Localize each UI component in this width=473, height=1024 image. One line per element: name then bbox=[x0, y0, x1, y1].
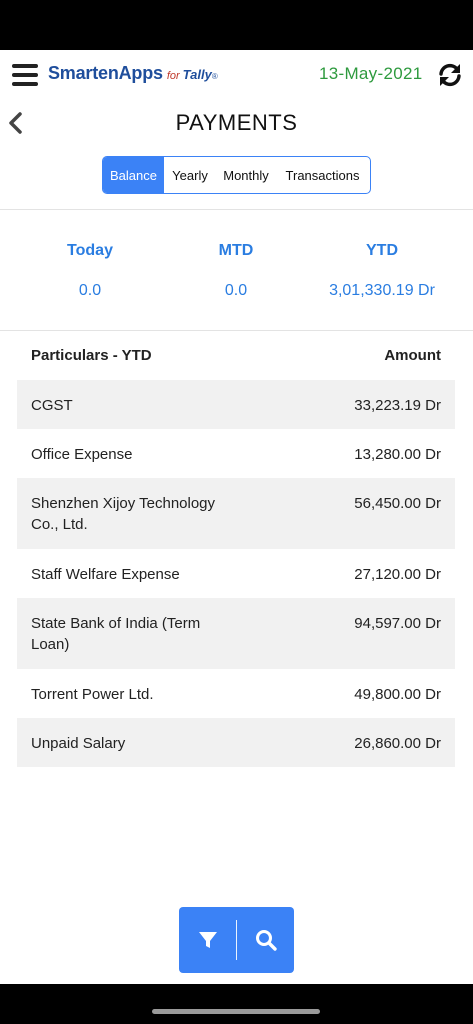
summary-ytd-label: YTD bbox=[366, 242, 398, 259]
row-amount: 33,223.19 Dr bbox=[354, 397, 441, 414]
summary-mtd-value: 0.0 bbox=[224, 282, 248, 299]
home-indicator[interactable] bbox=[152, 1009, 320, 1014]
row-particular: Unpaid Salary bbox=[31, 735, 126, 752]
refresh-icon[interactable] bbox=[436, 61, 464, 89]
row-particular: Shenzhen Xijoy Technology Co., Ltd. bbox=[31, 495, 216, 533]
row-particular: Torrent Power Ltd. bbox=[31, 686, 154, 703]
table-row[interactable]: Office Expense 13,280.00 Dr bbox=[17, 429, 455, 478]
table-row[interactable]: Shenzhen Xijoy Technology Co., Ltd. 56,4… bbox=[17, 478, 455, 549]
table-row[interactable]: CGST 33,223.19 Dr bbox=[17, 380, 455, 429]
summary-ytd: YTD 3,01,330.19 Dr bbox=[307, 230, 457, 300]
summary-mtd-label: MTD bbox=[218, 242, 254, 259]
table-row[interactable]: Unpaid Salary 26,860.00 Dr bbox=[17, 718, 455, 767]
payments-table: Particulars - YTD Amount CGST 33,223.19 … bbox=[17, 333, 455, 767]
logo-brand: SmartenApps bbox=[48, 63, 163, 83]
hamburger-icon[interactable] bbox=[12, 64, 38, 86]
row-amount: 13,280.00 Dr bbox=[354, 446, 441, 463]
summary-today-label: Today bbox=[67, 242, 113, 259]
system-nav-bar bbox=[0, 984, 473, 1024]
title-row: PAYMENTS bbox=[0, 100, 473, 148]
row-particular: CGST bbox=[31, 397, 73, 414]
summary-today: Today 0.0 bbox=[15, 230, 165, 300]
tab-monthly[interactable]: Monthly bbox=[223, 167, 269, 183]
app-bar: SmartenApps for Tally ® 13-May-2021 bbox=[0, 50, 473, 100]
divider bbox=[0, 330, 473, 331]
logo-tally: Tally bbox=[182, 67, 212, 82]
summary-panel: Today 0.0 MTD 0.0 YTD 3,01,330.19 Dr bbox=[0, 230, 473, 320]
row-amount: 27,120.00 Dr bbox=[354, 566, 441, 583]
logo-registered-mark: ® bbox=[211, 72, 218, 81]
tab-transactions[interactable]: Transactions bbox=[285, 167, 360, 183]
row-amount: 94,597.00 Dr bbox=[354, 615, 441, 632]
page-title: PAYMENTS bbox=[175, 110, 298, 135]
view-tabs: Balance Yearly Monthly Transactions bbox=[102, 156, 371, 194]
divider bbox=[0, 209, 473, 210]
column-header-amount: Amount bbox=[384, 347, 441, 364]
row-particular: Office Expense bbox=[31, 446, 133, 463]
search-button[interactable] bbox=[237, 907, 294, 973]
column-header-particulars: Particulars - YTD bbox=[31, 347, 152, 364]
action-button-group bbox=[179, 907, 294, 973]
tab-balance[interactable]: Balance bbox=[103, 157, 164, 193]
row-particular: State Bank of India (Term Loan) bbox=[31, 615, 201, 653]
search-icon bbox=[255, 930, 277, 951]
row-amount: 56,450.00 Dr bbox=[354, 495, 441, 512]
tab-yearly[interactable]: Yearly bbox=[172, 167, 208, 183]
summary-ytd-value: 3,01,330.19 Dr bbox=[329, 282, 435, 299]
header-date[interactable]: 13-May-2021 bbox=[319, 64, 423, 83]
app-logo: SmartenApps for Tally ® bbox=[48, 63, 218, 87]
table-row[interactable]: Staff Welfare Expense 27,120.00 Dr bbox=[17, 549, 455, 598]
row-particular: Staff Welfare Expense bbox=[31, 566, 180, 583]
chevron-left-icon[interactable] bbox=[6, 110, 26, 136]
table-row[interactable]: Torrent Power Ltd. 49,800.00 Dr bbox=[17, 669, 455, 718]
button-separator bbox=[236, 920, 237, 960]
summary-mtd: MTD 0.0 bbox=[161, 230, 311, 300]
summary-today-value: 0.0 bbox=[78, 282, 102, 299]
row-amount: 49,800.00 Dr bbox=[354, 686, 441, 703]
table-row[interactable]: State Bank of India (Term Loan) 94,597.0… bbox=[17, 598, 455, 669]
status-bar bbox=[0, 0, 473, 50]
filter-button[interactable] bbox=[179, 907, 236, 973]
table-header: Particulars - YTD Amount bbox=[17, 333, 455, 380]
row-amount: 26,860.00 Dr bbox=[354, 735, 441, 752]
filter-icon bbox=[198, 932, 217, 948]
logo-for: for bbox=[166, 70, 180, 82]
